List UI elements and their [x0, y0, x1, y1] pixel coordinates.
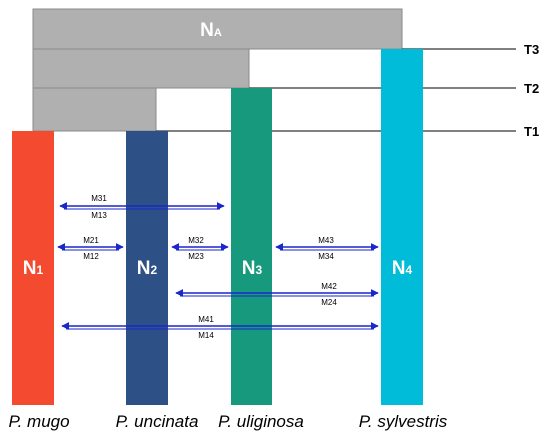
migration-label-m32: M32: [188, 236, 204, 245]
species-label-uncinata: P. uncinata: [116, 412, 199, 431]
migration-label-m42: M42: [321, 282, 337, 291]
ancestral-label: NA: [200, 20, 222, 41]
population-bar-n2: [126, 131, 168, 405]
ancestral-block-t1: [32, 87, 157, 132]
migration-arrow-n1-n3: [59, 202, 225, 210]
time-label-t3: T3: [524, 42, 539, 57]
species-label-uliginosa: P. uliginosa: [218, 412, 304, 431]
ancestral-label-main: N: [200, 20, 214, 41]
migration-arrow-n1-n2: [57, 243, 124, 251]
population-label-n1: N1: [23, 258, 44, 279]
migration-arrow-n2-n3: [171, 243, 229, 251]
migration-label-m23: M23: [188, 252, 204, 261]
population-label-n2: N2: [137, 258, 158, 279]
migration-arrow-n3-n4: [275, 243, 379, 251]
migration-arrow-n1-n4: [61, 322, 379, 330]
migration-label-m24: M24: [321, 298, 337, 307]
migration-label-m31: M31: [91, 194, 107, 203]
population-bar-n4: [381, 49, 423, 405]
population-bar-n1: [12, 131, 54, 405]
ancestral-block-t3: [32, 8, 403, 50]
migration-label-m21: M21: [83, 236, 99, 245]
migration-label-m14: M14: [198, 331, 214, 340]
migration-label-m43: M43: [318, 236, 334, 245]
migration-label-m41: M41: [198, 315, 214, 324]
ancestral-block-t2: [32, 48, 250, 89]
population-bar-n3: [231, 88, 272, 405]
migration-label-m13: M13: [91, 211, 107, 220]
time-label-t2: T2: [524, 81, 539, 96]
ancestral-label-sub: A: [214, 27, 222, 39]
migration-arrow-n2-n4: [175, 289, 379, 297]
population-label-n4: N4: [392, 258, 413, 279]
time-label-t1: T1: [524, 124, 539, 139]
migration-label-m12: M12: [83, 252, 99, 261]
species-label-sylvestris: P. sylvestris: [359, 412, 448, 431]
population-label-n3: N3: [242, 258, 263, 279]
species-label-mugo: P. mugo: [8, 412, 69, 431]
migration-label-m34: M34: [318, 252, 334, 261]
